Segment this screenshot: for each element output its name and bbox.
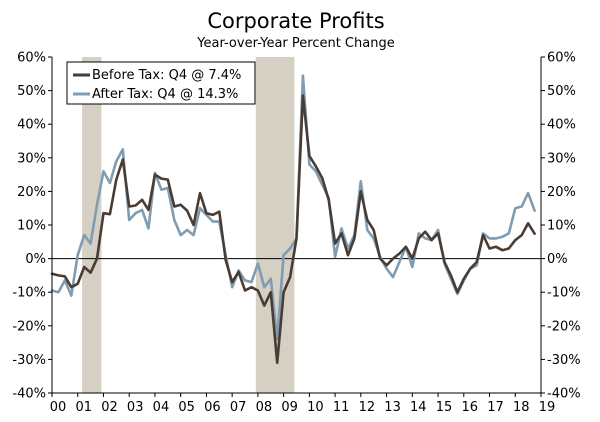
x-tick-label: 08 <box>256 400 273 415</box>
y-tick-label-left: 60% <box>17 51 46 66</box>
chart-subtitle: Year-over-Year Percent Change <box>196 36 394 51</box>
y-tick-label-left: 50% <box>17 84 46 99</box>
y-tick-label-right: -40% <box>547 387 581 402</box>
y-tick-label-right: -10% <box>547 286 581 301</box>
y-tick-label-right: 30% <box>547 151 576 166</box>
chart-title: Corporate Profits <box>207 9 384 33</box>
y-tick-label-left: -40% <box>12 387 46 402</box>
y-tick-label-right: 60% <box>547 51 576 66</box>
y-tick-label-right: 50% <box>547 84 576 99</box>
y-tick-label-right: 40% <box>547 118 576 133</box>
y-tick-label-left: -20% <box>12 319 46 334</box>
x-tick-label: 03 <box>127 400 144 415</box>
x-tick-label: 15 <box>436 400 453 415</box>
x-tick-label: 10 <box>307 400 324 415</box>
x-tick-label: 12 <box>359 400 376 415</box>
y-tick-label-right: -30% <box>547 353 581 368</box>
recession-band-0 <box>82 57 102 393</box>
x-tick-label: 17 <box>487 400 504 415</box>
y-tick-label-left: -10% <box>12 286 46 301</box>
legend: Before Tax: Q4 @ 7.4% After Tax: Q4 @ 14… <box>66 61 256 105</box>
x-tick-label: 02 <box>101 400 118 415</box>
x-tick-label: 19 <box>539 400 556 415</box>
legend-label-before-tax: Before Tax: Q4 @ 7.4% <box>92 68 241 83</box>
series-layer <box>50 74 536 365</box>
x-tick-label: 11 <box>333 400 350 415</box>
x-tick-label: 05 <box>178 400 195 415</box>
y-tick-label-right: 20% <box>547 185 576 200</box>
y-tick-label-right: 10% <box>547 219 576 234</box>
x-tick-label: 16 <box>462 400 479 415</box>
y-tick-label-right: 0% <box>547 252 568 267</box>
x-tick-label: 18 <box>513 400 530 415</box>
legend-label-after-tax: After Tax: Q4 @ 14.3% <box>92 87 238 102</box>
series-line-before-tax <box>50 94 536 365</box>
y-tick-label-left: 20% <box>17 185 46 200</box>
x-tick-label: 13 <box>384 400 401 415</box>
y-tick-label-left: 30% <box>17 151 46 166</box>
x-tick-label: 06 <box>204 400 221 415</box>
y-tick-label-left: 40% <box>17 118 46 133</box>
y-axis-left-ticks: 60% 50% 40% 30% 20% 10% 0% -10% -20% -30% -40% <box>12 51 52 402</box>
x-tick-label: 09 <box>281 400 298 415</box>
y-tick-label-left: 0% <box>25 252 46 267</box>
x-tick-label: 14 <box>410 400 427 415</box>
x-axis-ticks: 00 01 02 03 04 05 06 07 08 09 10 11 12 13 14 15 16 17 18 19 <box>50 393 556 415</box>
recession-bands <box>82 57 295 393</box>
x-tick-label: 07 <box>230 400 247 415</box>
y-tick-label-right: -20% <box>547 319 581 334</box>
y-tick-label-left: -30% <box>12 353 46 368</box>
x-tick-label: 01 <box>75 400 92 415</box>
x-tick-label: 00 <box>50 400 67 415</box>
y-axis-right-ticks: 60% 50% 40% 30% 20% 10% 0% -10% -20% -30% -40% <box>541 51 581 402</box>
legend-box <box>66 61 256 105</box>
x-tick-label: 04 <box>153 400 170 415</box>
y-tick-label-left: 10% <box>17 219 46 234</box>
